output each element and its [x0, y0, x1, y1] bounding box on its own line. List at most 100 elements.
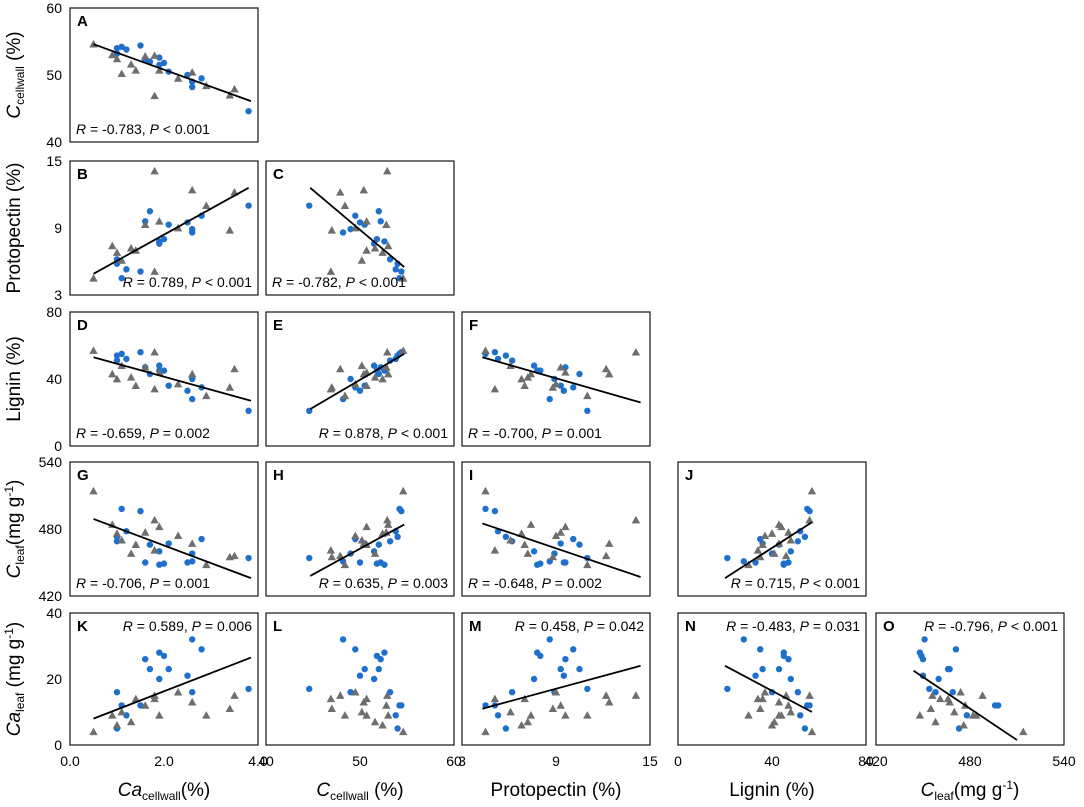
data-point-triangle [744, 711, 753, 719]
data-point-triangle [784, 528, 793, 536]
regression-line [913, 670, 1018, 741]
data-point-triangle [340, 201, 350, 210]
data-point-circle [386, 538, 394, 545]
data-point-triangle [945, 697, 954, 706]
correlation-stat: R = -0.659, P = 0.002 [76, 425, 210, 441]
data-point-triangle [770, 549, 779, 557]
data-point-triangle [950, 707, 959, 716]
data-point-circle [137, 268, 144, 275]
data-point-triangle [336, 551, 345, 560]
correlation-stat: R = -0.796, P < 0.001 [924, 618, 1058, 634]
data-point-triangle [520, 540, 529, 548]
data-point-triangle [968, 711, 978, 719]
panel-frame [677, 461, 867, 597]
data-point-triangle [777, 522, 786, 531]
panel-frame [461, 461, 651, 597]
data-point-circle [530, 548, 538, 555]
data-point-triangle [126, 373, 136, 381]
data-point-circle [398, 507, 405, 515]
x-tick-label: 80 [858, 753, 874, 769]
data-point-circle [935, 675, 942, 683]
data-point-triangle [378, 248, 387, 256]
data-point-triangle [523, 549, 532, 557]
regression-line [93, 43, 252, 102]
x-tick-label: 480 [958, 753, 982, 769]
data-point-triangle [383, 515, 392, 524]
data-point-triangle [384, 369, 393, 378]
data-point-triangle [362, 522, 371, 531]
data-point-triangle [336, 364, 345, 373]
regression-line [93, 518, 252, 579]
data-point-triangle [384, 520, 393, 528]
data-point-triangle [784, 701, 793, 709]
data-point-triangle [150, 384, 159, 393]
correlation-stat: R = -0.783, P < 0.001 [76, 121, 210, 137]
data-point-circle [570, 384, 577, 391]
correlation-stat: R = -0.700, P = 0.001 [468, 425, 602, 441]
data-point-circle [245, 554, 252, 562]
regression-line [724, 521, 813, 579]
data-point-triangle [517, 721, 526, 729]
data-point-circle [775, 665, 783, 673]
data-point-triangle [383, 348, 392, 356]
data-point-triangle [807, 727, 817, 736]
correlation-stat: R = 0.715, P < 0.001 [731, 575, 860, 591]
regression-line [482, 522, 641, 578]
data-point-circle [491, 507, 499, 515]
data-point-circle [137, 42, 144, 49]
data-point-triangle [150, 91, 159, 100]
panel-A: A R = -0.783, P < 0.001 [69, 7, 259, 143]
data-point-triangle [774, 697, 784, 706]
data-point-circle [189, 395, 196, 403]
data-point-circle [156, 240, 163, 247]
y-tick-label: 9 [54, 220, 62, 236]
data-point-triangle [382, 363, 391, 371]
data-point-triangle [956, 688, 965, 696]
data-point-triangle [631, 515, 641, 524]
data-point-triangle [548, 704, 558, 713]
x-tick-label: 0 [674, 753, 682, 769]
data-point-triangle [753, 546, 763, 554]
data-point-triangle [326, 546, 336, 554]
data-point-circle [245, 202, 252, 209]
data-point-triangle [359, 697, 368, 706]
data-point-triangle [767, 529, 777, 537]
data-point-triangle [155, 368, 164, 376]
data-point-triangle [378, 374, 387, 383]
data-point-triangle [188, 369, 197, 378]
data-point-circle [356, 387, 364, 394]
y-tick-label: 40 [46, 134, 62, 150]
panel-B: B R = 0.789, P < 0.001 [69, 160, 259, 296]
data-point-triangle [523, 373, 532, 381]
data-point-triangle [481, 727, 490, 736]
data-point-triangle [89, 346, 98, 354]
panel-letter: E [273, 317, 283, 334]
data-point-circle [156, 649, 163, 656]
data-point-triangle [399, 486, 408, 495]
data-point-circle [142, 656, 149, 663]
x-axis-title: Cacellwall(%) [118, 780, 211, 803]
data-point-triangle [357, 361, 367, 369]
x-tick-label: 420 [864, 753, 888, 769]
data-point-triangle [188, 697, 197, 706]
data-point-circle [137, 349, 144, 356]
data-point-circle [560, 387, 568, 394]
data-point-triangle [936, 694, 945, 703]
data-point-triangle [359, 185, 368, 194]
data-point-triangle [150, 348, 159, 356]
correlation-stat: R = 0.789, P < 0.001 [123, 274, 252, 290]
data-point-triangle [605, 539, 614, 547]
data-point-triangle [978, 691, 987, 699]
data-point-triangle [225, 90, 234, 99]
panel-K: K R = 0.589, P = 0.006 [69, 612, 259, 746]
data-point-circle [184, 71, 191, 79]
correlation-stat: R = 0.878, P < 0.001 [319, 425, 448, 441]
data-point-circle [377, 218, 384, 225]
data-point-triangle [777, 711, 786, 719]
data-point-circle [306, 554, 313, 562]
data-point-triangle [150, 267, 159, 275]
data-point-circle [557, 665, 564, 673]
data-point-triangle [399, 346, 408, 354]
data-point-triangle [362, 217, 371, 225]
